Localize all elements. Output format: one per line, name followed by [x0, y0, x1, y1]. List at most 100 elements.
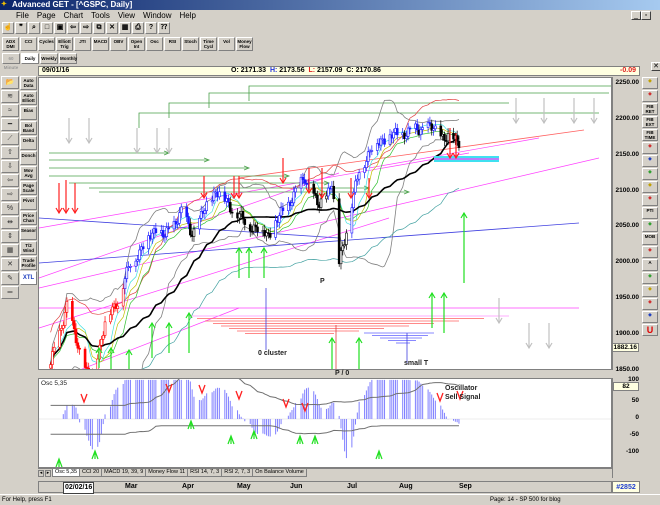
tool-delta[interactable]: Delta — [20, 136, 37, 150]
save-button[interactable]: ▣ — [54, 22, 66, 34]
globe-button[interactable]: ◆ — [642, 246, 658, 258]
osc-axis[interactable]: 100 50 0 -50 -100 82 — [612, 376, 640, 478]
cross-button[interactable]: ✕ — [1, 258, 19, 271]
timeframe-weekly[interactable]: Weekly — [40, 53, 58, 64]
ratio-button[interactable]: % — [1, 202, 19, 215]
tab-osc-5-35[interactable]: Osc 5,35 — [52, 469, 81, 477]
indicator-button-osc[interactable]: Osc — [146, 37, 163, 51]
tab-scroll-left-icon[interactable]: ◂ — [38, 470, 44, 477]
pattern-button[interactable]: ◆ — [642, 298, 658, 310]
tab-macd-19-39-9[interactable]: MACD 19, 39, 9 — [101, 469, 147, 477]
magnify-button[interactable]: ⌕ — [28, 22, 40, 34]
timeframe-daily[interactable]: Daily — [21, 53, 39, 64]
indicator-button-obv[interactable]: OBV — [110, 37, 127, 51]
tool-u[interactable]: U — [642, 324, 658, 336]
indicator-button-elliott-trig[interactable]: Elliott Trig — [56, 37, 73, 51]
copy-button[interactable]: ◆ — [642, 311, 658, 323]
indicator-button-jti[interactable]: JTI — [74, 37, 91, 51]
tab-money-flow-11[interactable]: Money Flow 11 — [145, 469, 189, 477]
menu-tools[interactable]: Tools — [91, 11, 110, 20]
pencil-button[interactable]: ◆ — [642, 77, 658, 89]
arrow-up-button[interactable]: ⇧ — [1, 146, 19, 159]
minimize-button[interactable]: _ — [631, 11, 641, 20]
indicator-button-time-cycl[interactable]: Time Cycl — [200, 37, 217, 51]
zoom-button[interactable]: ◆ — [642, 272, 658, 284]
wave-button[interactable]: ≈ — [1, 104, 19, 117]
timeframe-monthly[interactable]: Monthly — [59, 53, 77, 64]
tool-fib-ext[interactable]: FIB EXT — [642, 116, 658, 128]
menu-view[interactable]: View — [117, 11, 136, 20]
indicator-button-open-int[interactable]: Open Int — [128, 37, 145, 51]
indicator-button-money-flow[interactable]: Money Flow — [236, 37, 253, 51]
tool-bias[interactable]: Bias — [20, 106, 37, 120]
tool-seasonal[interactable]: Seasonal — [20, 226, 37, 240]
print-button[interactable]: ⎙ — [132, 22, 144, 34]
data-button[interactable]: ▦ — [119, 22, 131, 34]
timeframe-60-minute[interactable]: 60 Minute — [2, 53, 20, 70]
tab-on-balance-volume[interactable]: On Balance Volume — [252, 469, 307, 477]
indicator-button-stoch[interactable]: Stoch — [182, 37, 199, 51]
tab-scroll-right-icon[interactable]: ▸ — [45, 470, 51, 477]
tool-page-scale[interactable]: Page Scale — [20, 181, 37, 195]
close-chart-button[interactable]: ✕ — [651, 62, 660, 71]
oscillator-panel[interactable] — [38, 378, 612, 468]
ellipse-button[interactable]: ◆ — [642, 142, 658, 154]
indicator-button-vol[interactable]: Vol — [218, 37, 235, 51]
tool-xtl[interactable]: XTL — [20, 271, 37, 285]
indicator-button-macd[interactable]: MACD — [92, 37, 109, 51]
help-button[interactable]: ? — [145, 22, 157, 34]
zoom-scale-button[interactable]: ⇕ — [1, 230, 19, 243]
open-folder-button[interactable]: 📂 — [1, 76, 19, 89]
ruler-button[interactable]: ━ — [1, 118, 19, 131]
tool-t-2-wind[interactable]: T/2 Wind — [20, 241, 37, 255]
menu-window[interactable]: Window — [143, 11, 172, 20]
grid-button[interactable]: ▦ — [1, 244, 19, 257]
tool-pivot[interactable]: Pivot — [20, 196, 37, 210]
menu-page[interactable]: Page — [36, 11, 56, 20]
tool-bol-band[interactable]: Bol Band — [20, 121, 37, 135]
arrow-down-button[interactable]: ⇩ — [1, 160, 19, 173]
price-axis[interactable]: 2250.00 2200.00 2150.00 2100.00 2050.00 2000.… — [611, 77, 640, 373]
forward-button[interactable]: ⇨ — [80, 22, 92, 34]
tool-auto-data[interactable]: Auto Data — [20, 76, 37, 90]
tool-mov-avg[interactable]: Mov Avg — [20, 166, 37, 180]
menu-chart[interactable]: Chart — [63, 11, 84, 20]
tool-fib-ret[interactable]: FIB RET — [642, 103, 658, 115]
indicator-button-rsi[interactable]: RSI — [164, 37, 181, 51]
tool-pti[interactable]: PTI — [642, 207, 658, 219]
line-button[interactable]: ═ — [1, 286, 19, 299]
elliott-button[interactable]: ≋ — [1, 90, 19, 103]
oval-button[interactable]: ◆ — [642, 181, 658, 193]
tool-donch[interactable]: Donch — [20, 151, 37, 165]
eraser-button[interactable]: ◆ — [642, 285, 658, 297]
arrow-right-button[interactable]: ⇨ — [1, 188, 19, 201]
box-button[interactable]: ◆ — [642, 168, 658, 180]
new-page-button[interactable]: □ — [41, 22, 53, 34]
quote-button[interactable]: ❞ — [15, 22, 27, 34]
fibonacci-button[interactable]: ⟋ — [1, 132, 19, 145]
tab-cci-20[interactable]: CCI 20 — [79, 469, 103, 477]
tool-mob[interactable]: MOB — [642, 233, 658, 245]
tab-rsi-2-7-3[interactable]: RSI 2, 7, 3 — [221, 469, 254, 477]
date-axis[interactable]: 02/02/16 Mar Apr May Jun Jul Aug Sep — [38, 481, 612, 494]
trendline-button[interactable]: ◆ — [642, 90, 658, 102]
hand-button[interactable]: ☝ — [2, 22, 14, 34]
tab-rsi-14-7-3[interactable]: RSI 14, 7, 3 — [187, 469, 223, 477]
price-chart[interactable] — [38, 77, 612, 370]
fan-button[interactable]: ◆ — [642, 155, 658, 167]
expand-button[interactable]: ⇹ — [1, 216, 19, 229]
restore-button[interactable]: ▫ — [641, 11, 651, 20]
context-help-button[interactable]: ⁇ — [158, 22, 170, 34]
tool-trade-profile[interactable]: Trade Profile — [20, 256, 37, 270]
menu-file[interactable]: File — [16, 11, 29, 20]
back-button[interactable]: ⇦ — [67, 22, 79, 34]
arrow-left-button[interactable]: ⇦ — [1, 174, 19, 187]
indicator-button-cycles[interactable]: Cycles — [38, 37, 55, 51]
tool-fib-time[interactable]: FIB TIME — [642, 129, 658, 141]
menu-help[interactable]: Help — [179, 11, 196, 20]
tool-a[interactable]: A — [642, 259, 658, 271]
copy-button[interactable]: ⧉ — [93, 22, 105, 34]
indicator-button-adx-dmi[interactable]: ADX DMI — [2, 37, 19, 51]
indicator-button-cci[interactable]: CCI — [20, 37, 37, 51]
tool-auto-elliott[interactable]: Auto Elliott — [20, 91, 37, 105]
